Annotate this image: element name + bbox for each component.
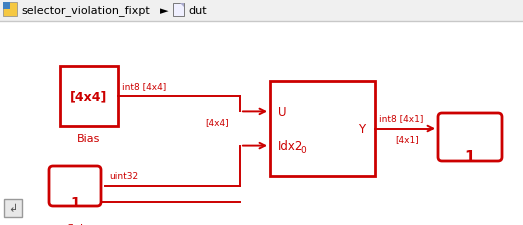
Text: [4x4]: [4x4] [70, 90, 108, 103]
Text: 1: 1 [70, 195, 80, 209]
Text: Sel: Sel [66, 223, 84, 225]
Text: dut: dut [188, 6, 207, 16]
Text: int8 [4x4]: int8 [4x4] [122, 82, 166, 91]
Text: [4x4]: [4x4] [205, 118, 229, 127]
Polygon shape [180, 4, 184, 8]
Bar [4, 199, 22, 217]
Bar [173, 4, 184, 17]
Bar [3, 3, 10, 10]
Text: uint32: uint32 [109, 171, 138, 180]
Bar [60, 67, 118, 126]
Text: selector_violation_fixpt: selector_violation_fixpt [21, 6, 150, 16]
Text: int8 [4x1]: int8 [4x1] [379, 114, 424, 123]
Text: [4x1]: [4x1] [395, 135, 419, 144]
FancyBboxPatch shape [438, 113, 502, 161]
Text: Y: Y [358, 122, 365, 135]
Bar [270, 82, 375, 176]
Text: Idx2: Idx2 [278, 140, 303, 152]
Text: 0: 0 [300, 145, 306, 154]
Text: 1: 1 [465, 150, 475, 165]
Bar [3, 3, 17, 17]
FancyBboxPatch shape [49, 166, 101, 206]
Text: ↲: ↲ [8, 203, 18, 213]
Text: U: U [278, 106, 287, 118]
Bar [0, 0, 523, 22]
Text: ►: ► [160, 6, 168, 16]
Text: Bias: Bias [77, 133, 101, 143]
